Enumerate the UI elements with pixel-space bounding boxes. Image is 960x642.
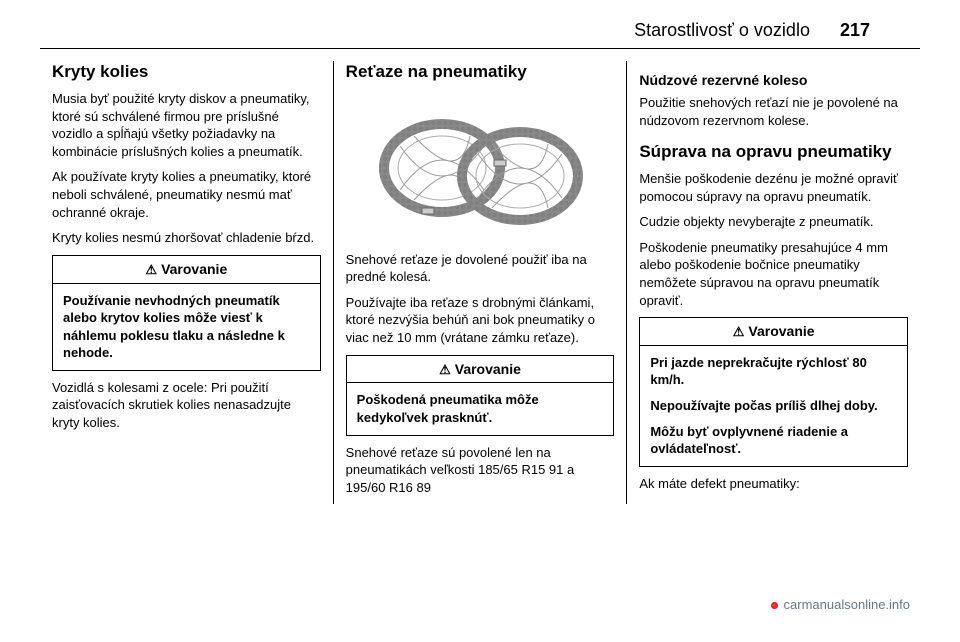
col1-p3: Kryty kolies nesmú zhoršovať chladenie b… xyxy=(52,229,321,247)
col3-p4: Poškodenie pneumatiky presahujúce 4 mm a… xyxy=(639,239,908,309)
col2-heading: Reťaze na pneumatiky xyxy=(346,61,615,84)
col3-p3: Cudzie objekty nevyberajte z pneumatík. xyxy=(639,213,908,231)
col1-p1: Musia byť použité kryty diskov a pneumat… xyxy=(52,90,321,160)
footer-dot-icon xyxy=(771,602,778,609)
warning-body: Pri jazde neprekračujte rýchlosť 80 km/h… xyxy=(640,346,907,466)
section-title: Starostlivosť o vozidlo xyxy=(634,18,810,42)
warn3-line2: Nepoužívajte počas príliš dlhej doby. xyxy=(650,397,897,415)
col3-warning-box: ⚠Varovanie Pri jazde neprekračujte rýchl… xyxy=(639,317,908,467)
footer-watermark: carmanualsonline.info xyxy=(771,596,910,614)
warning-header: ⚠ Varovanie xyxy=(53,256,320,284)
warning-body: Poškodená pneumatika môže kedykoľvek pra… xyxy=(347,383,614,434)
col2-p1: Snehové reťaze je dovolené použiť iba na… xyxy=(346,251,615,286)
col2-p3: Snehové reťaze sú povolené len na pneuma… xyxy=(346,444,615,497)
warning-header: ⚠ Varovanie xyxy=(347,356,614,384)
col2-p2: Používajte iba reťaze s drobnými článkam… xyxy=(346,294,615,347)
col3-subheading-a: Núdzové rezervné koleso xyxy=(639,71,908,90)
warning-title: Varovanie xyxy=(161,261,227,277)
warn3-line1: Pri jazde neprekračujte rýchlosť 80 km/h… xyxy=(650,354,897,389)
col3-heading: Súprava na opravu pneumatiky xyxy=(639,141,908,164)
col2-warning-box: ⚠ Varovanie Poškodená pneumatika môže ked… xyxy=(346,355,615,436)
col3-p1: Použitie snehových reťazí nie je povolen… xyxy=(639,94,908,129)
col3-p2: Menšie poškodenie dezénu je možné opravi… xyxy=(639,170,908,205)
warning-title: Varovanie xyxy=(748,323,814,339)
col3-p5: Ak máte defekt pneumatiky: xyxy=(639,475,908,493)
warning-icon: ⚠ xyxy=(145,262,157,277)
warning-header: ⚠Varovanie xyxy=(640,318,907,346)
col1-heading: Kryty kolies xyxy=(52,61,321,84)
warning-title: Varovanie xyxy=(455,361,521,377)
tire-chain-illustration xyxy=(346,90,615,251)
content-columns: Kryty kolies Musia byť použité kryty dis… xyxy=(0,49,960,504)
col1-p4: Vozidlá s kolesami z ocele: Pri použití … xyxy=(52,379,321,432)
warning-icon: ⚠ xyxy=(439,362,451,377)
page-number: 217 xyxy=(840,18,870,42)
column-1: Kryty kolies Musia byť použité kryty dis… xyxy=(40,61,334,504)
col1-p2: Ak používate kryty kolies a pneumatiky, … xyxy=(52,168,321,221)
warning-icon: ⚠ xyxy=(733,324,745,339)
warning-body: Používanie nevhodných pneumatík alebo kr… xyxy=(53,284,320,370)
column-3: Núdzové rezervné koleso Použitie snehový… xyxy=(627,61,920,504)
page-header: Starostlivosť o vozidlo 217 xyxy=(40,0,920,49)
warn3-line3: Môžu byť ovplyvnené riadenie a ovládateľ… xyxy=(650,423,897,458)
col1-warning-box: ⚠ Varovanie Používanie nevhodných pneumat… xyxy=(52,255,321,371)
column-2: Reťaze na pneumatiky xyxy=(334,61,628,504)
footer-text: carmanualsonline.info xyxy=(784,596,910,614)
